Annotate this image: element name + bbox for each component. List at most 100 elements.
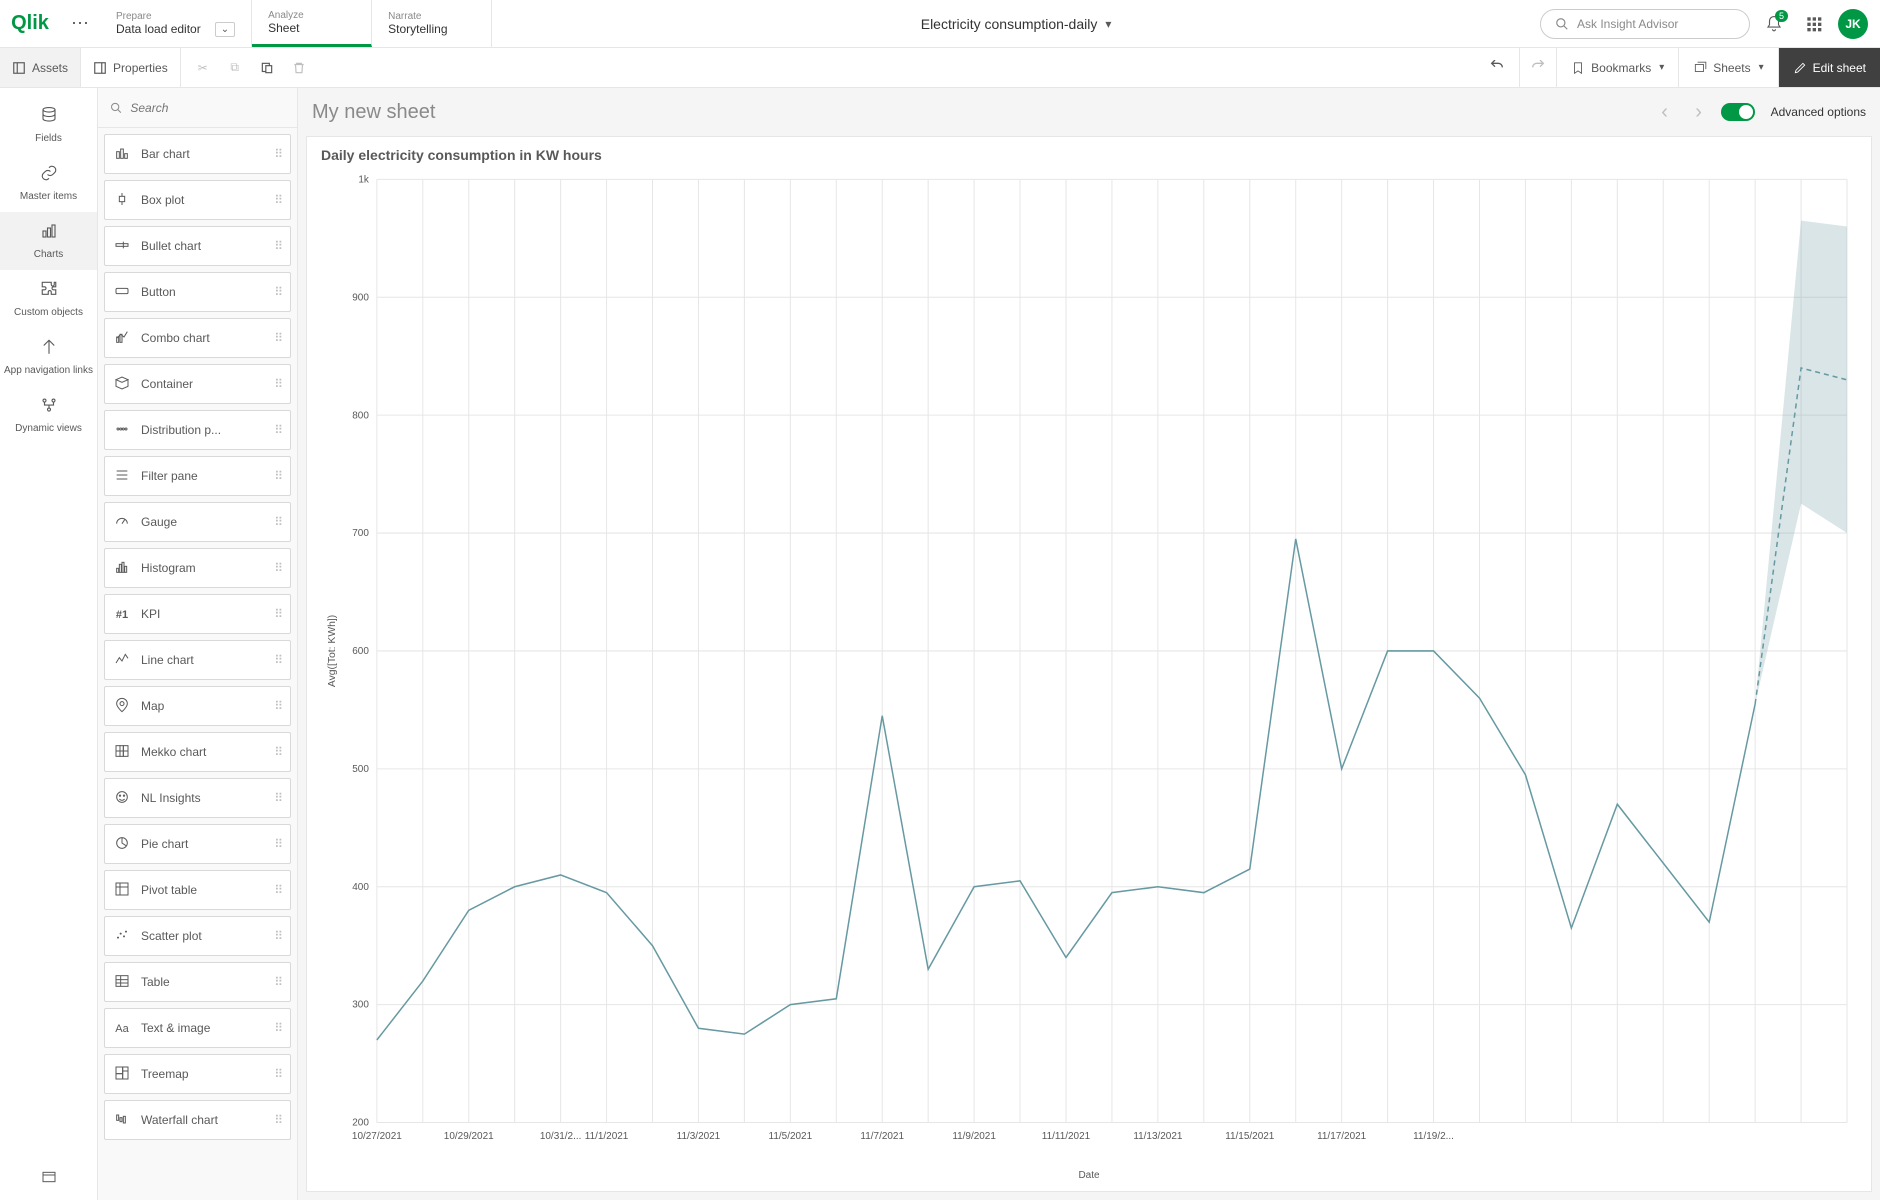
asset-item-combo-chart[interactable]: Combo chart ⠿ <box>104 318 291 358</box>
rail-item-custom-objects[interactable]: Custom objects <box>0 270 97 328</box>
paste-button[interactable] <box>253 54 281 82</box>
next-sheet-button[interactable]: › <box>1687 100 1711 124</box>
sheet-canvas: My new sheet ‹ › Advanced options Daily … <box>298 88 1880 1200</box>
svg-text:1k: 1k <box>358 174 369 185</box>
asset-item-waterfall-chart[interactable]: Waterfall chart ⠿ <box>104 1100 291 1140</box>
edit-sheet-button[interactable]: Edit sheet <box>1778 48 1880 87</box>
undo-icon <box>1489 60 1505 76</box>
svg-text:700: 700 <box>352 528 369 539</box>
nav-tab-storytelling[interactable]: Narrate Storytelling <box>372 0 492 47</box>
dist-icon <box>113 421 131 440</box>
hub-button[interactable] <box>1798 8 1830 40</box>
chevron-down-icon[interactable]: ⌄ <box>215 22 235 37</box>
app-title-dropdown[interactable]: Electricity consumption-daily ▾ <box>492 0 1540 47</box>
panel-left-icon <box>12 61 26 75</box>
asset-item-label: Table <box>141 975 264 989</box>
svg-text:11/15/2021: 11/15/2021 <box>1225 1131 1274 1142</box>
asset-item-map[interactable]: Map ⠿ <box>104 686 291 726</box>
chart-object[interactable]: Daily electricity consumption in KW hour… <box>306 136 1872 1192</box>
asset-item-filter-pane[interactable]: Filter pane ⠿ <box>104 456 291 496</box>
nav-tab-sheet[interactable]: Analyze Sheet <box>252 0 372 47</box>
asset-panel: Bar chart ⠿ Box plot ⠿ Bullet chart ⠿ Bu… <box>98 88 298 1200</box>
redo-button[interactable] <box>1519 48 1556 87</box>
rail-item-label: Master items <box>20 191 77 202</box>
copy-button[interactable]: ⧉ <box>221 54 249 82</box>
x-axis-label: Date <box>321 1170 1857 1181</box>
rail-item-dynamic-views[interactable]: Dynamic views <box>0 386 97 444</box>
chevron-down-icon: ▾ <box>1759 62 1764 73</box>
svg-text:11/5/2021: 11/5/2021 <box>769 1131 813 1142</box>
rail-item-master-items[interactable]: Master items <box>0 154 97 212</box>
svg-text:200: 200 <box>352 1117 369 1128</box>
gauge-icon <box>113 513 131 532</box>
asset-item-pivot-table[interactable]: Pivot table ⠿ <box>104 870 291 910</box>
asset-item-treemap[interactable]: Treemap ⠿ <box>104 1054 291 1094</box>
asset-item-table[interactable]: Table ⠿ <box>104 962 291 1002</box>
delete-button[interactable] <box>285 54 313 82</box>
properties-tab[interactable]: Properties <box>81 48 181 87</box>
drag-handle-icon: ⠿ <box>274 377 282 391</box>
asset-item-label: Pivot table <box>141 883 264 897</box>
asset-item-label: Text & image <box>141 1021 264 1035</box>
svg-text:11/1/2021: 11/1/2021 <box>585 1131 629 1142</box>
assets-tab[interactable]: Assets <box>0 48 81 87</box>
asset-item-button[interactable]: Button ⠿ <box>104 272 291 312</box>
asset-search[interactable] <box>98 88 297 128</box>
sheet-title[interactable]: My new sheet <box>312 101 435 124</box>
top-bar: Qlik ⋯ Prepare Data load editor⌄Analyze … <box>0 0 1880 48</box>
asset-item-histogram[interactable]: Histogram ⠿ <box>104 548 291 588</box>
asset-item-distribution-p-[interactable]: Distribution p... ⠿ <box>104 410 291 450</box>
chart-icon <box>4 222 93 245</box>
pie-icon <box>113 835 131 854</box>
user-avatar[interactable]: JK <box>1838 9 1868 39</box>
advanced-options-toggle[interactable] <box>1721 103 1755 121</box>
asset-item-label: Container <box>141 377 264 391</box>
bookmark-icon <box>1571 61 1585 75</box>
rail-item-app-navigation-links[interactable]: App navigation links <box>0 328 97 386</box>
rail-item-charts[interactable]: Charts <box>0 212 97 270</box>
asset-item-scatter-plot[interactable]: Scatter plot ⠿ <box>104 916 291 956</box>
asset-item-gauge[interactable]: Gauge ⠿ <box>104 502 291 542</box>
notifications-button[interactable]: 5 <box>1758 8 1790 40</box>
asset-item-label: Bar chart <box>141 147 264 161</box>
asset-item-bullet-chart[interactable]: Bullet chart ⠿ <box>104 226 291 266</box>
asset-rail: Fields Master items ChartsCustom objectsAp… <box>0 88 98 1200</box>
asset-item-label: Combo chart <box>141 331 264 345</box>
asset-item-container[interactable]: Container ⠿ <box>104 364 291 404</box>
logo[interactable]: Qlik <box>0 0 60 47</box>
asset-item-mekko-chart[interactable]: Mekko chart ⠿ <box>104 732 291 772</box>
cut-button[interactable]: ✂ <box>189 54 217 82</box>
asset-search-input[interactable] <box>130 101 285 115</box>
asset-item-box-plot[interactable]: Box plot ⠿ <box>104 180 291 220</box>
search-icon <box>1555 17 1569 31</box>
search-icon <box>110 101 122 115</box>
asset-item-bar-chart[interactable]: Bar chart ⠿ <box>104 134 291 174</box>
rail-item-fields[interactable]: Fields <box>0 96 97 154</box>
asset-item-label: Filter pane <box>141 469 264 483</box>
chevron-down-icon: ▾ <box>1659 62 1664 73</box>
asset-item-nl-insights[interactable]: NL Insights ⠿ <box>104 778 291 818</box>
assets-label: Assets <box>32 61 68 75</box>
sheets-dropdown[interactable]: Sheets ▾ <box>1678 48 1777 87</box>
asset-item-label: Mekko chart <box>141 745 264 759</box>
svg-text:10/29/2021: 10/29/2021 <box>444 1131 494 1142</box>
prev-sheet-button[interactable]: ‹ <box>1653 100 1677 124</box>
top-right: Ask Insight Advisor 5 JK <box>1540 0 1880 47</box>
insight-advisor-search[interactable]: Ask Insight Advisor <box>1540 9 1750 39</box>
sheets-icon <box>1693 61 1707 75</box>
asset-item-text-image[interactable]: Aa Text & image ⠿ <box>104 1008 291 1048</box>
bookmarks-dropdown[interactable]: Bookmarks ▾ <box>1556 48 1678 87</box>
box-icon <box>113 191 131 210</box>
undo-button[interactable] <box>1475 48 1519 87</box>
nl-icon <box>113 789 131 808</box>
table-icon <box>113 973 131 992</box>
asset-item-line-chart[interactable]: Line chart ⠿ <box>104 640 291 680</box>
notification-badge: 5 <box>1775 10 1788 22</box>
asset-item-pie-chart[interactable]: Pie chart ⠿ <box>104 824 291 864</box>
drag-handle-icon: ⠿ <box>274 469 282 483</box>
rail-collapse-button[interactable] <box>29 1157 69 1200</box>
asset-item-label: Waterfall chart <box>141 1113 264 1127</box>
asset-item-kpi[interactable]: #1 KPI ⠿ <box>104 594 291 634</box>
nav-tab-data-load-editor[interactable]: Prepare Data load editor⌄ <box>100 0 252 47</box>
more-menu-button[interactable]: ⋯ <box>60 0 100 47</box>
